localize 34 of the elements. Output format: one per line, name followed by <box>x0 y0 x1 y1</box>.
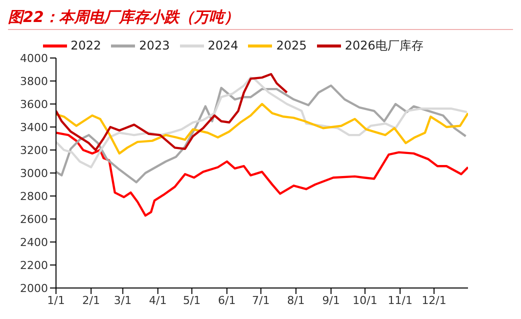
y-tick-label: 3000 <box>20 166 48 180</box>
x-tick-label: 5/1 <box>182 294 201 307</box>
legend-label: 2024 <box>208 38 238 52</box>
legend-label: 2022 <box>70 38 102 52</box>
x-tick-label: 7/1 <box>252 294 270 307</box>
line-series <box>56 76 468 168</box>
x-tick-label: 4/1 <box>149 294 167 307</box>
x-tick-label: 9/1 <box>322 294 340 307</box>
x-tick-label: 1/1 <box>47 294 65 307</box>
y-tick-label: 3600 <box>20 98 48 111</box>
y-tick-label: 2800 <box>20 190 48 203</box>
legend-label: 2025 <box>276 38 307 52</box>
y-tick-label: 3400 <box>20 120 48 134</box>
y-tick-label: 2400 <box>20 236 48 249</box>
x-tick-label: 8/1 <box>287 294 305 307</box>
y-tick-label: 3200 <box>20 144 48 157</box>
x-tick-label: 6/1 <box>218 294 236 307</box>
x-tick-label: 10/1 <box>352 294 378 307</box>
line-series <box>56 132 468 217</box>
line-series <box>56 73 288 152</box>
x-tick-label: 3/1 <box>114 294 132 307</box>
y-tick-label: 2200 <box>20 258 48 272</box>
legend-label: 2026电厂库存 <box>344 38 424 52</box>
x-tick-label: 12/1 <box>422 294 446 307</box>
legend-label: 2023 <box>139 38 170 52</box>
line-series <box>56 84 467 184</box>
chart-title: 图22：本周电厂库存小跌（万吨） <box>8 8 513 30</box>
y-tick-label: 2000 <box>20 282 48 295</box>
x-tick-label: 2/1 <box>82 294 100 307</box>
x-tick-label: 11/1 <box>388 294 412 307</box>
line-series <box>56 102 468 155</box>
y-tick-label: 3800 <box>20 74 48 88</box>
y-tick-label: 2600 <box>20 212 48 226</box>
y-tick-label: 4000 <box>20 52 48 65</box>
